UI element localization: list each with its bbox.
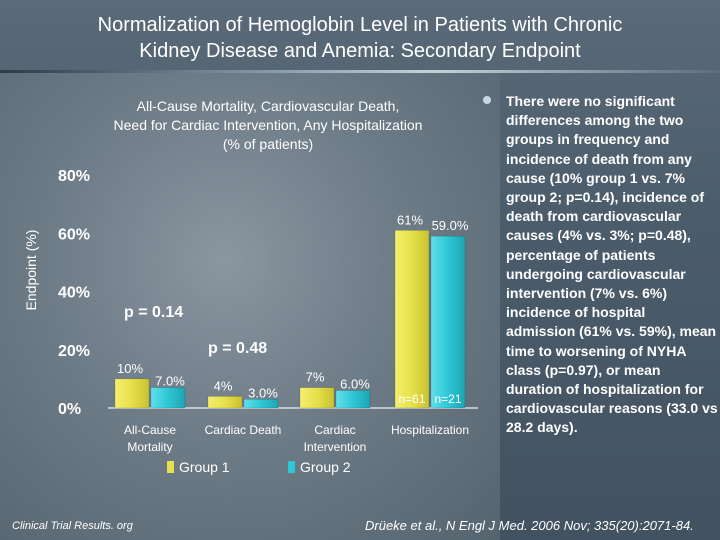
slide-title-line-2: Kidney Disease and Anemia: Secondary End… <box>139 40 581 62</box>
legend-swatch-group-1 <box>167 461 174 473</box>
bar-group-2 <box>150 387 186 409</box>
citation-footer: Drüeke et al., N Engl J Med. 2006 Nov; 3… <box>365 518 694 533</box>
legend-label-group-2: Group 2 <box>300 459 351 475</box>
bar-value-label: 10% <box>117 361 143 376</box>
n-label: n=21 <box>434 392 461 406</box>
bar-value-label: 7.0% <box>155 374 185 389</box>
bar-value-label: 3.0% <box>248 385 278 400</box>
chart-title-line-3: (% of patients) <box>222 136 314 152</box>
y-tick-label: 60% <box>58 226 90 243</box>
bar-value-label: 4% <box>214 378 233 393</box>
bar-value-label: 7% <box>306 370 325 385</box>
bar-group-2 <box>243 399 279 409</box>
title-divider <box>0 70 720 73</box>
x-tick-label: Mortality <box>127 440 172 454</box>
chart-title: All-Cause Mortality, Cardiovascular Deat… <box>50 97 486 154</box>
x-tick-label: Cardiac Death <box>205 423 282 437</box>
slide-title: Normalization of Hemoglobin Level in Pat… <box>0 12 720 64</box>
x-tick-label: All-Cause <box>124 423 176 437</box>
bar-value-label: 6.0% <box>340 377 370 392</box>
x-tick-label: Intervention <box>304 440 367 454</box>
bar-chart: Endpoint (%) 0% 20% 40% 60% 80% 10% 7.0% All-Cau… <box>23 168 478 475</box>
x-tick-label: Hospitalization <box>391 423 469 437</box>
bar-group-2 <box>335 390 371 409</box>
n-label: n=61 <box>398 392 425 406</box>
p-value-annotation: p = 0.48 <box>208 340 267 357</box>
bar-value-label: 61% <box>397 212 423 227</box>
y-tick-label: 0% <box>58 401 81 418</box>
bullet-marker <box>483 96 491 104</box>
bar-group-1 <box>394 230 430 409</box>
legend-label-group-1: Group 1 <box>179 459 230 475</box>
y-tick-label: 80% <box>58 168 90 185</box>
x-tick-label: Cardiac <box>314 423 355 437</box>
bar-group-1 <box>207 396 243 409</box>
legend-swatch-group-2 <box>288 461 295 473</box>
y-axis-label: Endpoint (%) <box>23 230 39 311</box>
chart-title-line-2: Need for Cardiac Intervention, Any Hospi… <box>113 117 423 133</box>
bar-group-1 <box>114 378 150 409</box>
bar-group-1 <box>299 387 335 409</box>
bar-group-2 <box>430 235 466 409</box>
summary-bullet: There were no significant differences am… <box>506 93 718 436</box>
source-footer: Clinical Trial Results. org <box>12 520 133 532</box>
slide-title-line-1: Normalization of Hemoglobin Level in Pat… <box>97 14 623 36</box>
bar-value-label: 59.0% <box>432 218 469 233</box>
y-tick-label: 20% <box>58 343 90 360</box>
y-tick-label: 40% <box>58 285 90 302</box>
chart-title-line-1: All-Cause Mortality, Cardiovascular Deat… <box>136 98 400 114</box>
p-value-annotation: p = 0.14 <box>124 304 183 321</box>
